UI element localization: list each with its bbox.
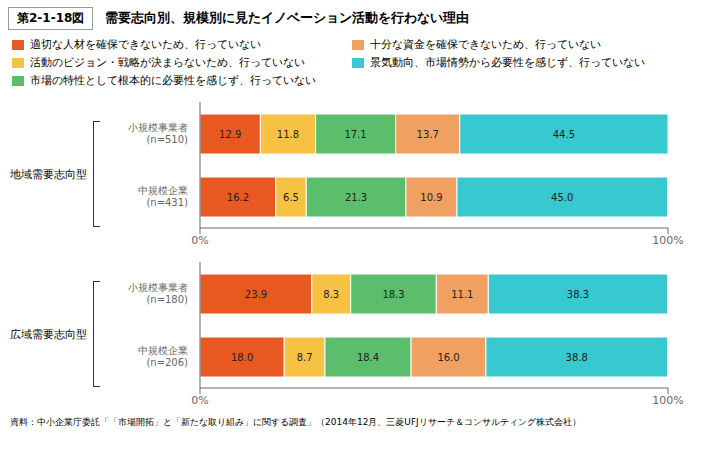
svg-text:45.0: 45.0	[551, 192, 573, 203]
html-text:地域需要志向型: 地域需要志向型	[10, 167, 87, 181]
svg-text:6.5: 6.5	[283, 192, 299, 203]
html-text:需要志向別、規模別に見たイノベーション活動を行わない理由: 需要志向別、規模別に見たイノベーション活動を行わない理由	[105, 10, 470, 25]
svg-text:38.3: 38.3	[567, 289, 589, 300]
html-text:市場の特性として根本的に必要性を感じず、行っていない: 市場の特性として根本的に必要性を感じず、行っていない	[30, 74, 316, 86]
svg-text:100%: 100%	[652, 394, 683, 407]
html-text:適切な人材を確保できないため、行っていない: 適切な人材を確保できないため、行っていない	[30, 38, 261, 50]
svg-text:18.3: 18.3	[382, 289, 404, 300]
svg-text:中規模企業(n=206): 中規模企業(n=206)	[138, 345, 188, 368]
svg-text:0%: 0%	[191, 394, 208, 407]
html-text:景気動向、市場情勢から必要性を感じず、行っていない: 景気動向、市場情勢から必要性を感じず、行っていない	[370, 56, 645, 68]
svg-text:10.9: 10.9	[420, 192, 442, 203]
svg-text:18.0: 18.0	[231, 352, 253, 363]
svg-text:21.3: 21.3	[345, 192, 367, 203]
svg-text:16.0: 16.0	[437, 352, 459, 363]
svg-text:100%: 100%	[652, 234, 683, 247]
html-text:資料：中小企業庁委託「「市場開拓」と「新たな取り組み」に関す: 資料：中小企業庁委託「「市場開拓」と「新たな取り組み」に関する調査」（2014年…	[10, 417, 581, 427]
html-text:活動のビジョン・戦略が決まらないため、行っていない: 活動のビジョン・戦略が決まらないため、行っていない	[30, 56, 305, 68]
svg-text:0%: 0%	[191, 234, 208, 247]
svg-text:44.5: 44.5	[553, 129, 575, 140]
svg-text:38.8: 38.8	[566, 352, 588, 363]
svg-text:12.9: 12.9	[219, 129, 241, 140]
svg-text:小規模事業者(n=180): 小規模事業者(n=180)	[128, 282, 188, 305]
svg-text:8.7: 8.7	[297, 352, 313, 363]
html-text:第2-1-18図: 第2-1-18図	[17, 10, 85, 25]
svg-text:17.1: 17.1	[344, 129, 366, 140]
svg-text:8.3: 8.3	[323, 289, 339, 300]
svg-text:16.2: 16.2	[227, 192, 249, 203]
svg-text:11.1: 11.1	[451, 289, 473, 300]
svg-text:小規模事業者(n=510): 小規模事業者(n=510)	[128, 122, 188, 145]
svg-text:13.7: 13.7	[417, 129, 439, 140]
svg-text:11.8: 11.8	[277, 129, 299, 140]
svg-text:18.4: 18.4	[357, 352, 379, 363]
svg-text:中規模企業(n=431): 中規模企業(n=431)	[138, 185, 188, 208]
html-text:十分な資金を確保できないため、行っていない: 十分な資金を確保できないため、行っていない	[370, 38, 601, 50]
html-text:広域需要志向型: 広域需要志向型	[10, 327, 87, 341]
svg-text:23.9: 23.9	[245, 289, 267, 300]
